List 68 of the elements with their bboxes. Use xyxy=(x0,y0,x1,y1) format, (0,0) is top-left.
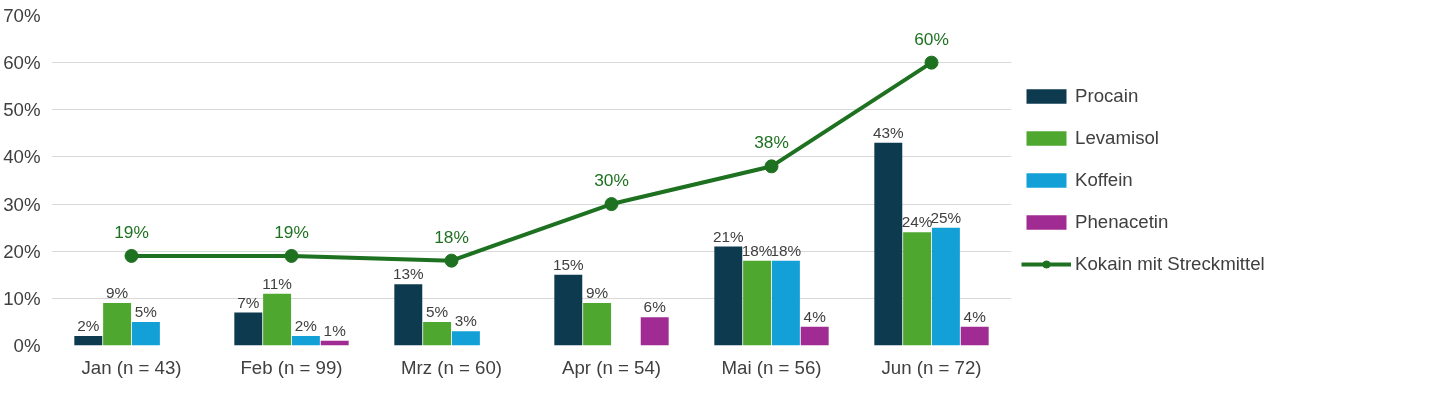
bar xyxy=(931,227,960,346)
point xyxy=(444,253,459,268)
x-tick-label: Jan (n = 43) xyxy=(81,356,182,378)
x-tick-label: Jun (n = 72) xyxy=(881,356,982,378)
data-label: 1% xyxy=(323,321,347,339)
bar xyxy=(263,293,292,346)
bar xyxy=(423,321,452,346)
y-tick-label: 50% xyxy=(3,99,41,121)
data-label: 5% xyxy=(134,302,158,320)
data-label: 60% xyxy=(914,28,949,49)
data-label: 19% xyxy=(274,221,309,242)
data-label: 9% xyxy=(106,284,129,302)
point xyxy=(924,55,939,70)
bar xyxy=(903,232,932,346)
data-label: 4% xyxy=(963,307,987,325)
bar xyxy=(234,312,263,346)
point xyxy=(764,159,779,174)
x-tick-label: Mrz (n = 60) xyxy=(400,356,503,378)
bar xyxy=(74,336,103,346)
x-tick-label: Feb (n = 99) xyxy=(240,356,343,378)
bar xyxy=(800,326,829,346)
bar xyxy=(874,142,903,346)
data-label: 9% xyxy=(586,284,609,302)
bar xyxy=(743,260,772,346)
bar xyxy=(103,303,132,346)
legend-label: Procain xyxy=(1075,85,1139,107)
data-label: 13% xyxy=(392,265,425,283)
point xyxy=(124,248,139,263)
data-label: 2% xyxy=(77,317,100,335)
bar xyxy=(714,246,743,346)
data-label: 4% xyxy=(803,307,827,325)
legend-label: Phenacetin xyxy=(1075,211,1169,233)
data-label: 3% xyxy=(454,312,478,330)
bar xyxy=(583,303,612,346)
x-tick-label: Apr (n = 54) xyxy=(561,356,662,378)
data-label: 18% xyxy=(434,226,469,247)
data-label: 19% xyxy=(114,221,149,242)
data-label: 6% xyxy=(643,298,667,316)
point xyxy=(284,248,299,263)
data-label: 15% xyxy=(552,255,585,273)
y-tick-label: 10% xyxy=(3,287,41,309)
bar xyxy=(640,317,669,346)
data-label: 38% xyxy=(754,132,789,153)
bar xyxy=(394,284,423,346)
legend-label: Levamisol xyxy=(1075,127,1159,149)
y-tick-label: 0% xyxy=(13,335,41,356)
data-label: 30% xyxy=(594,170,629,191)
y-tick-label: 60% xyxy=(3,52,41,74)
data-label: 2% xyxy=(294,317,318,335)
data-label: 11% xyxy=(262,274,293,292)
y-tick-label: 70% xyxy=(3,5,41,26)
y-tick-label: 40% xyxy=(3,146,41,168)
data-label: 18% xyxy=(770,241,802,259)
bar xyxy=(131,321,160,346)
bar xyxy=(771,260,800,346)
legend-label: Koffein xyxy=(1075,169,1133,191)
data-label: 43% xyxy=(872,123,905,141)
x-tick-label: Mai (n = 56) xyxy=(721,356,822,378)
data-label: 5% xyxy=(426,302,449,320)
bar xyxy=(960,326,989,346)
legend-label: Kokain mit Streckmittel xyxy=(1075,253,1265,275)
y-tick-label: 30% xyxy=(3,193,41,215)
y-tick-label: 20% xyxy=(3,240,41,262)
bar xyxy=(554,274,583,346)
bar xyxy=(451,331,480,346)
point xyxy=(604,197,619,212)
bar xyxy=(291,336,320,346)
data-label: 7% xyxy=(237,293,260,311)
